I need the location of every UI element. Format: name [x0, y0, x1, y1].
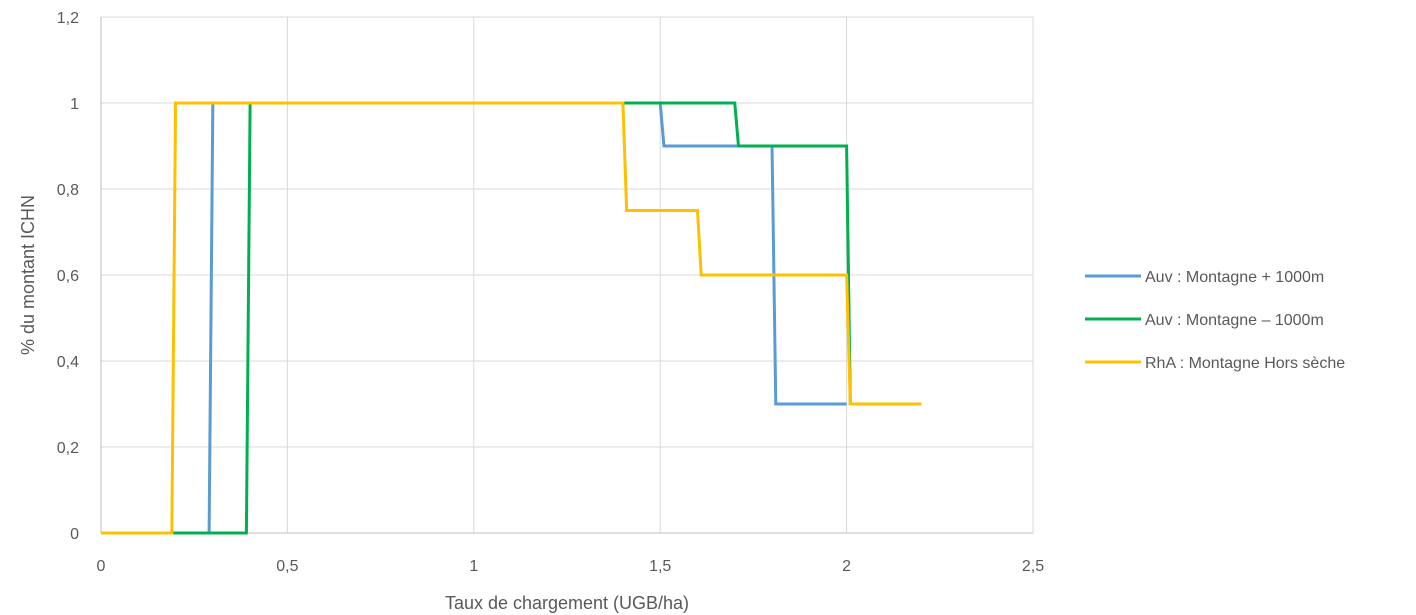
x-tick-label: 2,5 [1022, 558, 1044, 575]
series-line-3 [101, 101, 922, 535]
axes [100, 17, 1033, 534]
y-tick-label: 1,2 [57, 10, 79, 27]
y-tick-label: 0,6 [57, 268, 79, 285]
x-tick-label: 0 [97, 558, 106, 575]
x-tick-label: 2 [842, 558, 851, 575]
y-tick-label: 1 [70, 96, 79, 113]
legend-label: RhA : Montagne Hors sèche [1145, 355, 1345, 372]
legend-label: Auv : Montagne + 1000m [1145, 269, 1324, 286]
series-lines [101, 101, 922, 535]
grid-lines [101, 16, 1034, 533]
x-tick-label: 1,5 [649, 558, 671, 575]
x-tick-label: 0,5 [276, 558, 298, 575]
series-line-1 [101, 101, 847, 535]
y-tick-label: 0 [70, 526, 79, 543]
legend-label: Auv : Montagne – 1000m [1145, 312, 1324, 329]
y-tick-label: 0,2 [57, 440, 79, 457]
x-tick-label: 1 [469, 558, 478, 575]
x-axis-title: Taux de chargement (UGB/ha) [445, 593, 689, 613]
y-tick-label: 0,8 [57, 182, 79, 199]
y-axis-title: % du montant ICHN [18, 195, 38, 355]
series-line-2 [101, 101, 922, 535]
tick-labels: 0 0,2 0,4 0,6 0,8 1 1,2 0 0,5 1 1,5 2 2,5 [57, 10, 1044, 575]
y-tick-label: 0,4 [57, 354, 79, 371]
legend: Auv : Montagne + 1000m Auv : Montagne – 1… [1085, 269, 1345, 372]
